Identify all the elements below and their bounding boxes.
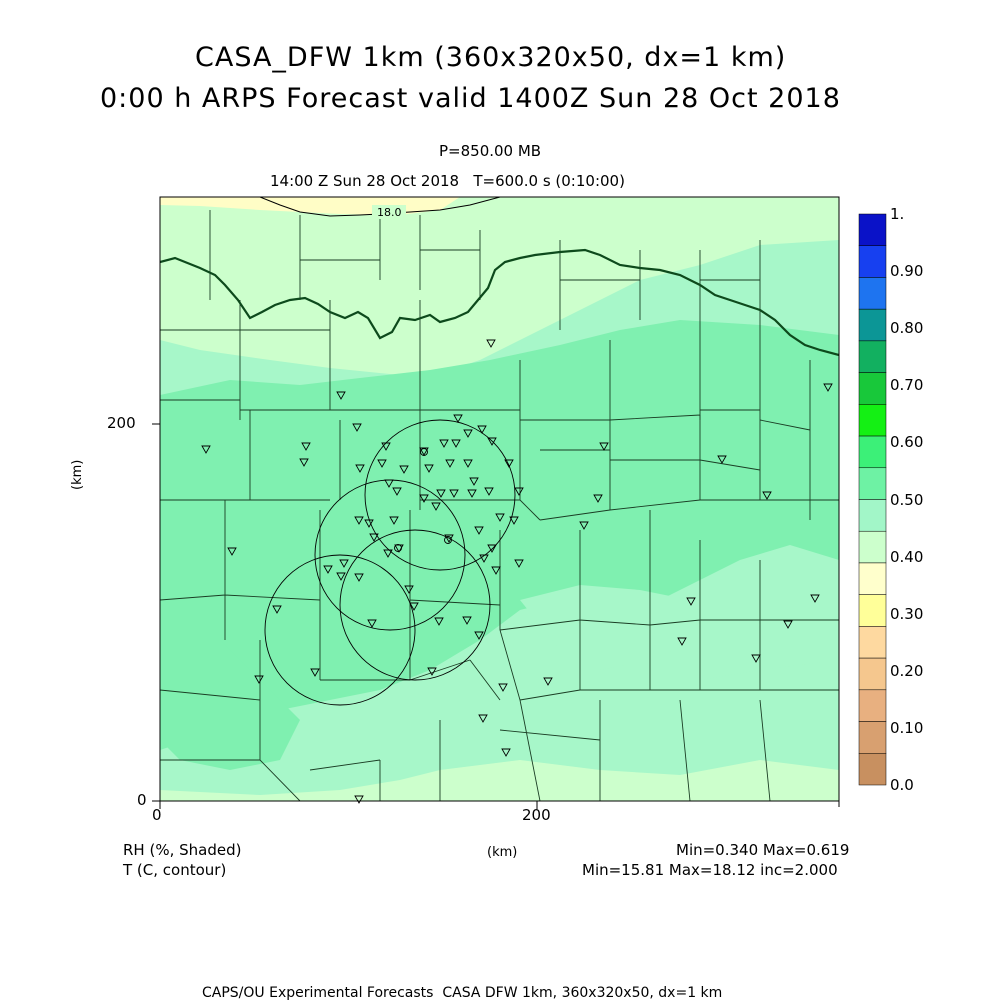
colorbar-swatch xyxy=(858,308,887,342)
rh-band-south xyxy=(160,760,839,801)
y-tick-200: 200 xyxy=(107,414,136,432)
temperature-contour xyxy=(259,197,501,217)
rh-legend: RH (%, Shaded) xyxy=(123,841,242,859)
colorbar-swatch xyxy=(858,499,887,532)
x-tick-200: 200 xyxy=(522,806,551,824)
rh-patch-3 xyxy=(160,640,300,770)
contour-label: 18.0 xyxy=(377,206,402,219)
colorbar-label: 0.60 xyxy=(890,433,924,452)
t-stats: Min=15.81 Max=18.12 inc=2.000 xyxy=(582,861,838,879)
colorbar-swatch xyxy=(858,277,887,310)
colorbar-label: 1. xyxy=(890,205,905,223)
county-lines xyxy=(160,210,839,801)
title-line-1: CASA_DFW 1km (360x320x50, dx=1 km) xyxy=(195,42,787,73)
contour-label-bg xyxy=(372,205,406,219)
colorbar-swatch xyxy=(858,245,887,278)
colorbar-label: 0.70 xyxy=(890,376,924,395)
station-markers xyxy=(201,339,833,804)
colorbar-swatch xyxy=(858,435,887,469)
radar-ring-1 xyxy=(364,419,516,571)
colorbar-label: 0.10 xyxy=(890,718,924,737)
colorbar-label: 0.30 xyxy=(890,604,924,623)
colorbar-swatch xyxy=(858,372,887,405)
colorbar-swatch xyxy=(858,213,887,246)
rh-patch-1 xyxy=(520,585,700,670)
colorbar-swatch xyxy=(858,626,887,659)
state-boundary xyxy=(160,248,839,357)
colorbar-label: 0.90 xyxy=(890,262,924,281)
y-tick-0: 0 xyxy=(137,791,147,809)
title-line-2: 0:00 h ARPS Forecast valid 1400Z Sun 28 … xyxy=(100,83,841,114)
colorbar-label: 0.20 xyxy=(890,661,924,680)
axis-ticks xyxy=(152,423,840,809)
radar-ring-4 xyxy=(264,554,416,706)
valid-time: 14:00 Z Sun 28 Oct 2018 T=600.0 s (0:10:… xyxy=(270,172,625,190)
x-tick-0: 0 xyxy=(152,806,162,824)
y-axis-label: (km) xyxy=(70,459,85,490)
colorbar-swatch xyxy=(858,721,887,754)
plot-frame xyxy=(159,196,840,802)
colorbar-swatch xyxy=(858,594,887,627)
rh-stats: Min=0.340 Max=0.619 xyxy=(676,841,850,859)
colorbar-swatch xyxy=(858,657,887,691)
colorbar-label: 0.40 xyxy=(890,547,924,566)
x-axis-label: (km) xyxy=(487,845,518,860)
colorbar xyxy=(858,213,887,786)
rh-patch-2 xyxy=(700,660,839,770)
colorbar-swatch xyxy=(858,689,887,722)
rh-band-high xyxy=(160,320,839,750)
colorbar-swatch xyxy=(858,753,887,786)
colorbar-swatch xyxy=(858,562,887,595)
colorbar-label: 0.80 xyxy=(890,319,924,338)
pressure-level: P=850.00 MB xyxy=(439,142,542,160)
colorbar-swatch xyxy=(858,530,887,564)
colorbar-swatch xyxy=(858,340,887,373)
rh-shading xyxy=(160,197,839,801)
colorbar-label: 0.0 xyxy=(890,776,914,794)
colorbar-swatch xyxy=(858,404,887,437)
radar-ring-3 xyxy=(339,529,491,681)
colorbar-label: 0.50 xyxy=(890,490,924,509)
t-legend: T (C, contour) xyxy=(123,861,227,879)
colorbar-swatch xyxy=(858,467,887,500)
footer-credit: CAPS/OU Experimental Forecasts CASA DFW … xyxy=(202,985,723,1001)
